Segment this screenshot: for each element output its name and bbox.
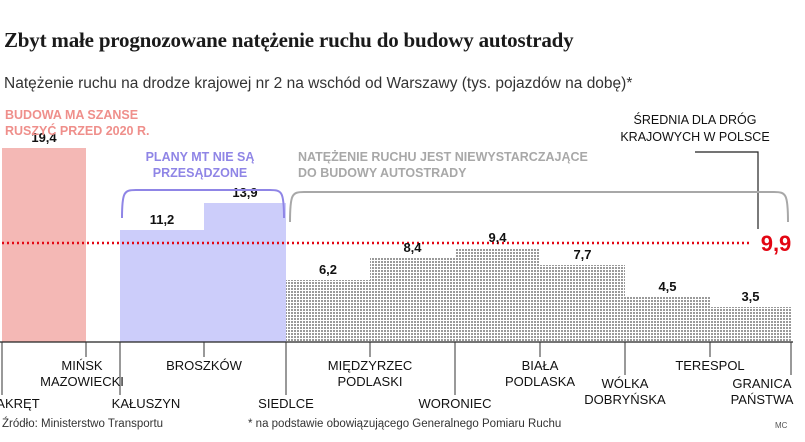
author-credit: MC	[775, 421, 788, 430]
average-leader-line	[695, 151, 759, 229]
location-label-wolka-dobrynska: DOBRYŃSKA	[584, 392, 666, 407]
bracket-gray	[289, 191, 789, 223]
location-label-woroniec: WORONIEC	[419, 396, 492, 411]
location-label-broszkow: BROSZKÓW	[166, 358, 243, 373]
footnote: * na podstawie obowiązującego Generalneg…	[248, 418, 562, 430]
chart-title: Zbyt małe prognozowane natężenie ruchu d…	[4, 28, 574, 52]
bar-value-label: 9,4	[488, 230, 507, 245]
bar-value-label: 4,5	[658, 279, 676, 294]
bar-value-label: 8,4	[403, 240, 422, 255]
annotation-red: RUSZYĆ PRZED 2020 R.	[5, 123, 149, 138]
bar-value-label: 19,4	[31, 130, 57, 145]
annotation-red: BUDOWA MA SZANSE	[5, 108, 138, 122]
location-label-kaluszyn: KAŁUSZYN	[112, 396, 181, 411]
location-label-biala-podlaska: BIAŁA	[522, 358, 559, 373]
location-label-minsk-mazowiecki: MAZOWIECKI	[40, 374, 124, 389]
bar-zakret-minsk-mazowiecki	[2, 148, 86, 342]
bar-woroniec-biala-podlaska	[455, 248, 540, 342]
source-note: Źródło: Ministerstwo Transportu	[2, 418, 164, 430]
location-label-miedzyrzec-podlaski: MIĘDZYRZEC	[328, 358, 413, 373]
annotation-gray: DO BUDOWY AUTOSTRADY	[298, 166, 467, 180]
bar-value-label: 7,7	[573, 247, 591, 262]
annotation-blue: PRZESĄDZONE	[153, 166, 247, 180]
bar-value-label: 13,9	[232, 185, 257, 200]
location-label-granica-panstwa: GRANICA	[732, 376, 792, 391]
location-label-terespol: TERESPOL	[675, 358, 744, 373]
average-description: ŚREDNIA DLA DRÓG	[634, 112, 757, 127]
bar-wolka-dobrynska-terespol	[625, 297, 710, 342]
bar-value-label: 3,5	[741, 289, 759, 304]
location-label-granica-panstwa: PAŃSTWA	[731, 392, 794, 407]
annotation-blue: PLANY MT NIE SĄ	[146, 150, 255, 164]
bar-value-label: 11,2	[150, 212, 175, 227]
bar-kaluszyn-broszkow	[120, 230, 204, 342]
average-description: KRAJOWYCH W POLSCE	[620, 130, 769, 144]
bar-broszkow-siedlce	[204, 203, 286, 342]
location-label-wolka-dobrynska: WÓLKA	[602, 376, 649, 391]
location-label-minsk-mazowiecki: MIŃSK	[61, 358, 103, 373]
location-label-zakret: ZAKRĘT	[0, 396, 40, 411]
bar-miedzyrzec-podlaski-woroniec	[370, 258, 455, 342]
location-label-siedlce: SIEDLCE	[258, 396, 314, 411]
bracket-blue	[121, 189, 285, 219]
chart-subtitle: Natężenie ruchu na drodze krajowej nr 2 …	[4, 75, 633, 92]
bar-siedlce-miedzyrzec-podlaski	[286, 280, 370, 342]
average-value-label: 9,9	[761, 231, 792, 256]
annotation-gray: NATĘŻENIE RUCHU JEST NIEWYSTARCZAJĄCE	[298, 149, 588, 164]
location-label-miedzyrzec-podlaski: PODLASKI	[337, 374, 402, 389]
bar-value-label: 6,2	[319, 262, 337, 277]
bar-biala-podlaska-wolka-dobrynska	[540, 265, 625, 342]
location-label-biala-podlaska: PODLASKA	[505, 374, 575, 389]
bar-terespol-granica-panstwa	[710, 307, 791, 342]
